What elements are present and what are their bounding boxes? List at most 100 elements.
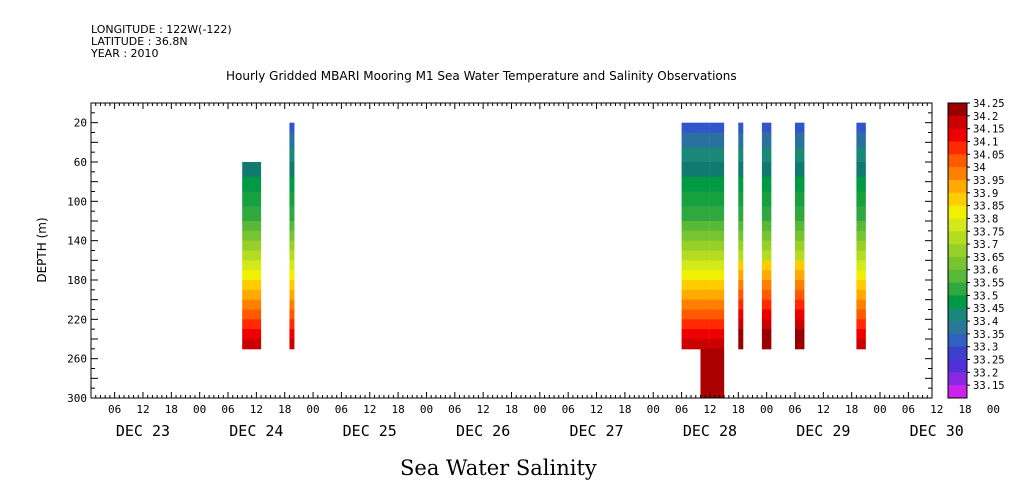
salinity-cell bbox=[761, 162, 772, 178]
x-hour-tick-label: 00 bbox=[760, 403, 773, 416]
salinity-cell bbox=[681, 230, 701, 242]
x-hour-tick-label: 06 bbox=[108, 403, 121, 416]
salinity-cell bbox=[794, 191, 805, 207]
salinity-cell bbox=[289, 206, 295, 222]
salinity-cell bbox=[794, 230, 805, 242]
x-day-label: DEC 24 bbox=[229, 422, 283, 440]
salinity-cell bbox=[242, 280, 262, 291]
x-hour-tick-label: 06 bbox=[902, 403, 915, 416]
salinity-cell bbox=[700, 221, 710, 232]
salinity-cell bbox=[709, 206, 725, 222]
salinity-cell bbox=[794, 339, 805, 350]
colorbar-swatch bbox=[948, 359, 967, 373]
salinity-cell bbox=[242, 270, 262, 281]
longitude-label: LONGITUDE : 122W(-122) bbox=[91, 23, 232, 36]
colorbar-swatch bbox=[948, 141, 967, 155]
salinity-cell bbox=[761, 319, 772, 330]
y-tick-label: 260 bbox=[67, 353, 87, 366]
x-day-label: DEC 28 bbox=[683, 422, 737, 440]
observation-column-0 bbox=[242, 162, 262, 350]
salinity-cell bbox=[681, 299, 701, 310]
y-tick-label: 60 bbox=[74, 156, 87, 169]
y-tick-label: 220 bbox=[67, 313, 87, 326]
y-tick-label: 20 bbox=[74, 117, 87, 130]
salinity-cell bbox=[761, 329, 772, 340]
x-hour-tick-label: 06 bbox=[562, 403, 575, 416]
salinity-cell bbox=[681, 221, 701, 232]
colorbar-label: 33.75 bbox=[973, 226, 1005, 238]
salinity-cell bbox=[761, 221, 772, 232]
plot-frame bbox=[90, 102, 933, 399]
salinity-cell bbox=[242, 299, 262, 310]
x-hour-tick-label: 18 bbox=[165, 403, 178, 416]
x-hour-tick-label: 12 bbox=[703, 403, 716, 416]
salinity-cell bbox=[681, 289, 701, 301]
salinity-cell bbox=[709, 191, 725, 207]
x-day-label: DEC 26 bbox=[456, 422, 510, 440]
salinity-cell bbox=[709, 147, 725, 163]
x-hour-tick-label: 06 bbox=[448, 403, 461, 416]
salinity-cell bbox=[856, 299, 866, 310]
salinity-cell bbox=[709, 289, 725, 301]
salinity-cell bbox=[709, 348, 725, 398]
salinity-cell bbox=[738, 250, 744, 261]
salinity-cell bbox=[709, 250, 725, 261]
salinity-cell bbox=[289, 132, 295, 148]
y-axis: 20 60 100 140 180 220 260 300 bbox=[67, 102, 932, 405]
salinity-cell bbox=[738, 240, 744, 251]
x-hour-tick-label: 06 bbox=[675, 403, 688, 416]
salinity-cell bbox=[700, 191, 710, 207]
colorbar-swatch bbox=[948, 282, 967, 296]
observation-column-3 bbox=[700, 122, 710, 399]
salinity-cell bbox=[700, 348, 710, 398]
salinity-cell bbox=[289, 299, 295, 310]
salinity-cell bbox=[856, 260, 866, 271]
latitude-label: LATITUDE : 36.8N bbox=[91, 35, 188, 48]
salinity-cell bbox=[761, 270, 772, 281]
salinity-cell bbox=[242, 260, 262, 271]
salinity-cell bbox=[738, 132, 744, 148]
salinity-cell bbox=[681, 250, 701, 261]
y-tick-label: 140 bbox=[67, 235, 87, 248]
salinity-cell bbox=[242, 162, 262, 178]
salinity-cell bbox=[761, 260, 772, 271]
salinity-cell bbox=[856, 206, 866, 222]
salinity-cell bbox=[738, 280, 744, 291]
salinity-cell bbox=[761, 250, 772, 261]
salinity-cell bbox=[289, 260, 295, 271]
salinity-cell bbox=[794, 176, 805, 192]
salinity-cell bbox=[242, 230, 262, 242]
chart-title: Hourly Gridded MBARI Mooring M1 Sea Wate… bbox=[226, 69, 737, 83]
salinity-cell bbox=[681, 206, 701, 222]
salinity-cell bbox=[709, 221, 725, 232]
salinity-cell bbox=[709, 299, 725, 310]
colorbar-swatch bbox=[948, 346, 967, 360]
colorbar-label: 33.2 bbox=[973, 367, 998, 379]
salinity-cell bbox=[289, 240, 295, 251]
salinity-cell bbox=[738, 221, 744, 232]
x-hour-tick-label: 06 bbox=[788, 403, 801, 416]
colorbar-label: 33.6 bbox=[973, 265, 998, 277]
salinity-cell bbox=[709, 176, 725, 192]
salinity-cell bbox=[738, 191, 744, 207]
salinity-cell bbox=[856, 132, 866, 148]
salinity-cell bbox=[700, 176, 710, 192]
salinity-cell bbox=[709, 270, 725, 281]
observation-columns bbox=[242, 122, 866, 399]
salinity-cell bbox=[242, 319, 262, 330]
colorbar-label: 34.15 bbox=[973, 124, 1005, 136]
colorbar-swatch bbox=[948, 179, 967, 194]
colorbar-label: 34.2 bbox=[973, 111, 998, 123]
salinity-cell bbox=[289, 147, 295, 163]
salinity-cell bbox=[242, 206, 262, 222]
colorbar-swatch bbox=[948, 231, 967, 245]
salinity-cell bbox=[700, 280, 710, 291]
colorbar-label: 33.55 bbox=[973, 278, 1005, 290]
salinity-cell bbox=[681, 319, 701, 330]
colorbar-swatch bbox=[948, 372, 967, 386]
colorbar-swatch bbox=[948, 154, 967, 168]
salinity-cell bbox=[700, 319, 710, 330]
salinity-cell bbox=[681, 162, 701, 178]
salinity-cell bbox=[761, 191, 772, 207]
